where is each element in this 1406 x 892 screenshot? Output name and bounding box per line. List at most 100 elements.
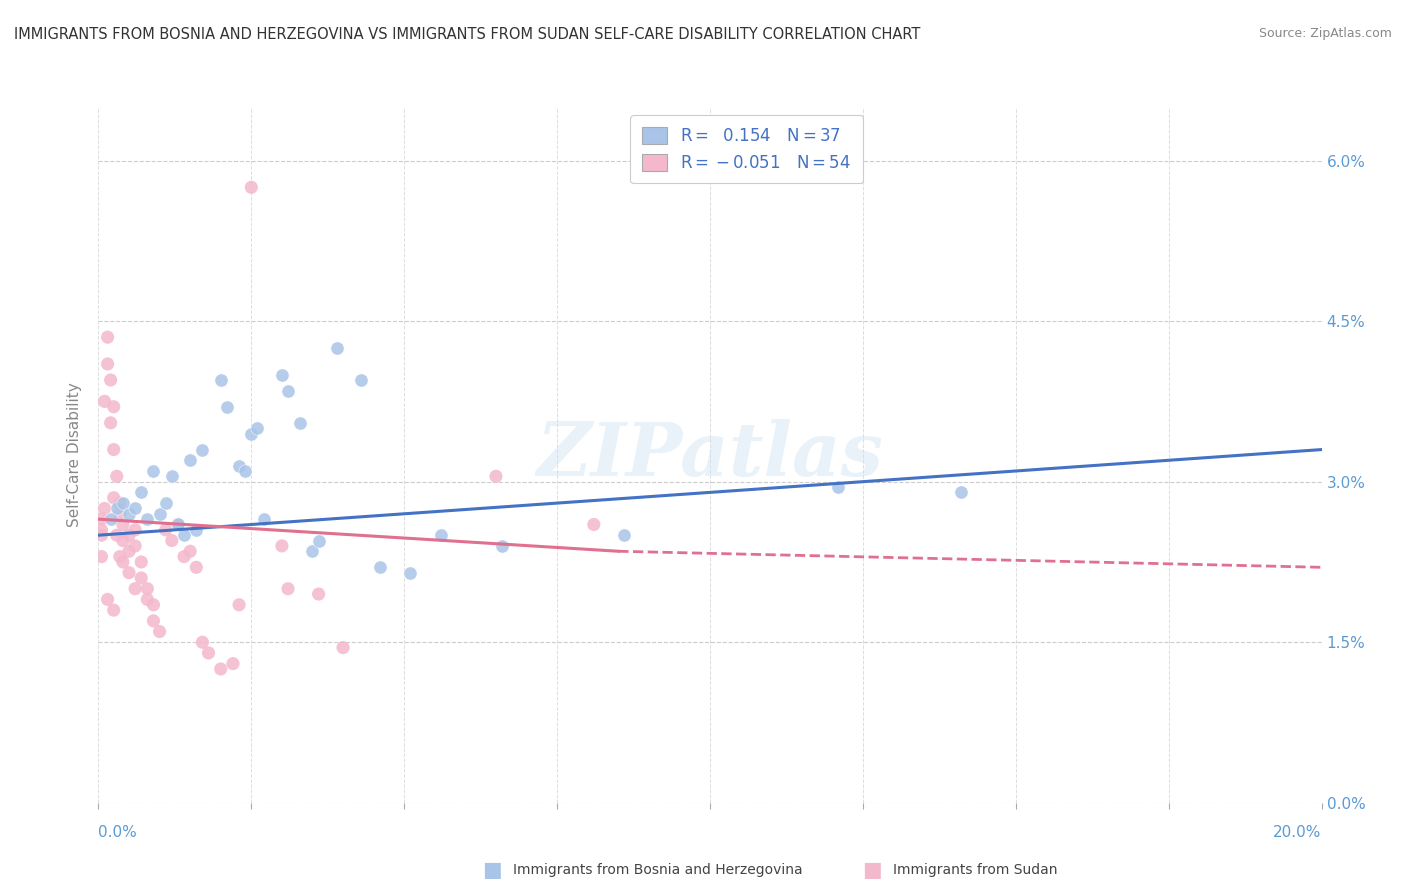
Point [173, 549, 195, 564]
Point [118, 528, 141, 542]
Point [228, 598, 250, 612]
Point [111, 517, 134, 532]
Point [290, 416, 312, 430]
Point [136, 512, 159, 526]
Point [186, 560, 208, 574]
Point [173, 528, 195, 542]
Text: Source: ZipAtlas.com: Source: ZipAtlas.com [1258, 27, 1392, 40]
Point [167, 517, 190, 532]
Point [270, 368, 294, 382]
Point [233, 464, 256, 478]
Point [124, 501, 146, 516]
Point [827, 480, 849, 494]
Point [179, 453, 201, 467]
Point [197, 646, 219, 660]
Point [93, 501, 115, 516]
Point [277, 384, 299, 398]
Point [350, 373, 373, 387]
Point [108, 549, 131, 564]
Point [105, 469, 128, 483]
Point [124, 582, 146, 596]
Point [100, 512, 122, 526]
Point [100, 373, 122, 387]
Text: 20.0%: 20.0% [1274, 825, 1322, 840]
Point [228, 458, 250, 473]
Point [97, 357, 120, 371]
Point [93, 394, 115, 409]
Text: ZIPatlas: ZIPatlas [537, 418, 883, 491]
Point [167, 517, 190, 532]
Point [613, 528, 636, 542]
Point [191, 635, 214, 649]
Point [160, 533, 183, 548]
Point [179, 544, 201, 558]
Point [142, 598, 165, 612]
Point [209, 373, 232, 387]
Point [332, 640, 354, 655]
Point [485, 469, 508, 483]
Point [129, 485, 152, 500]
Point [191, 442, 214, 457]
Point [118, 507, 141, 521]
Point [270, 539, 294, 553]
Point [149, 624, 172, 639]
Point [160, 469, 183, 483]
Point [118, 544, 141, 558]
Point [308, 533, 330, 548]
Point [368, 560, 391, 574]
Point [108, 507, 131, 521]
Point [111, 496, 134, 510]
Legend: $\mathregular{R =\ \ 0.154\ \ \ N = 37}$, $\mathregular{R = -0.051\ \ \ N = 54}$: $\mathregular{R =\ \ 0.154\ \ \ N = 37}$… [630, 115, 863, 184]
Point [222, 657, 245, 671]
Point [105, 528, 128, 542]
Point [301, 544, 323, 558]
Point [105, 501, 128, 516]
Point [111, 533, 134, 548]
Point [186, 523, 208, 537]
Point [108, 496, 131, 510]
Point [155, 496, 177, 510]
Point [308, 587, 330, 601]
Point [246, 421, 269, 435]
Point [399, 566, 422, 580]
Point [97, 330, 120, 344]
Point [326, 341, 349, 355]
Point [582, 517, 605, 532]
Point [491, 539, 513, 553]
Point [136, 592, 159, 607]
Point [97, 592, 120, 607]
Point [103, 491, 125, 505]
Point [209, 662, 232, 676]
Point [277, 582, 299, 596]
Text: IMMIGRANTS FROM BOSNIA AND HERZEGOVINA VS IMMIGRANTS FROM SUDAN SELF-CARE DISABI: IMMIGRANTS FROM BOSNIA AND HERZEGOVINA V… [14, 27, 921, 42]
Text: Immigrants from Bosnia and Herzegovina: Immigrants from Bosnia and Herzegovina [513, 863, 803, 877]
Point [103, 400, 125, 414]
Point [124, 523, 146, 537]
Point [90, 528, 112, 542]
Point [111, 555, 134, 569]
Point [240, 426, 263, 441]
Point [103, 442, 125, 457]
Point [430, 528, 453, 542]
Point [142, 614, 165, 628]
Point [129, 571, 152, 585]
Point [949, 485, 972, 500]
Point [240, 180, 263, 194]
Point [155, 523, 177, 537]
Text: ■: ■ [482, 860, 502, 880]
Point [129, 555, 152, 569]
Point [124, 539, 146, 553]
Point [136, 582, 159, 596]
Point [252, 512, 274, 526]
Point [118, 566, 141, 580]
Point [142, 464, 165, 478]
Point [149, 507, 172, 521]
Text: 0.0%: 0.0% [98, 825, 138, 840]
Point [90, 523, 112, 537]
Text: ■: ■ [862, 860, 882, 880]
Point [100, 416, 122, 430]
Point [90, 549, 112, 564]
Y-axis label: Self-Care Disability: Self-Care Disability [67, 383, 83, 527]
Point [90, 512, 112, 526]
Point [103, 603, 125, 617]
